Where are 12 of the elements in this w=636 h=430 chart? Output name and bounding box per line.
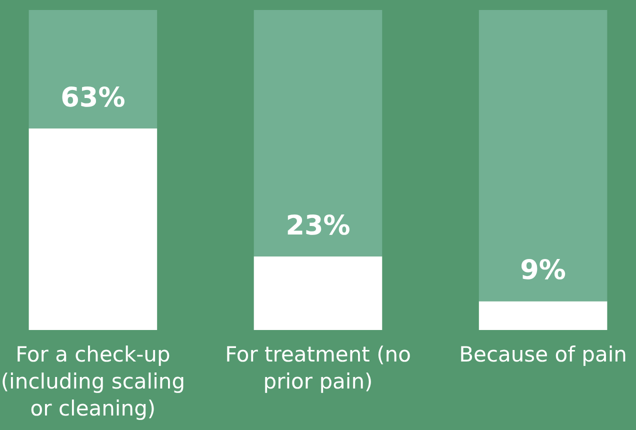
data-label: 9% xyxy=(520,255,566,286)
data-label: 23% xyxy=(286,210,350,242)
x-tick-label: For a check-up (including scaling or cleaning) xyxy=(0,342,186,420)
bar xyxy=(254,256,382,330)
bar xyxy=(28,128,158,330)
x-tick-label: Because of pain xyxy=(459,342,627,366)
bar xyxy=(28,10,158,128)
x-tick-label: For treatment (no prior pain) xyxy=(225,342,411,394)
data-label: 63% xyxy=(60,82,126,114)
bar xyxy=(254,10,382,256)
bar xyxy=(478,301,608,330)
bar xyxy=(478,10,608,302)
